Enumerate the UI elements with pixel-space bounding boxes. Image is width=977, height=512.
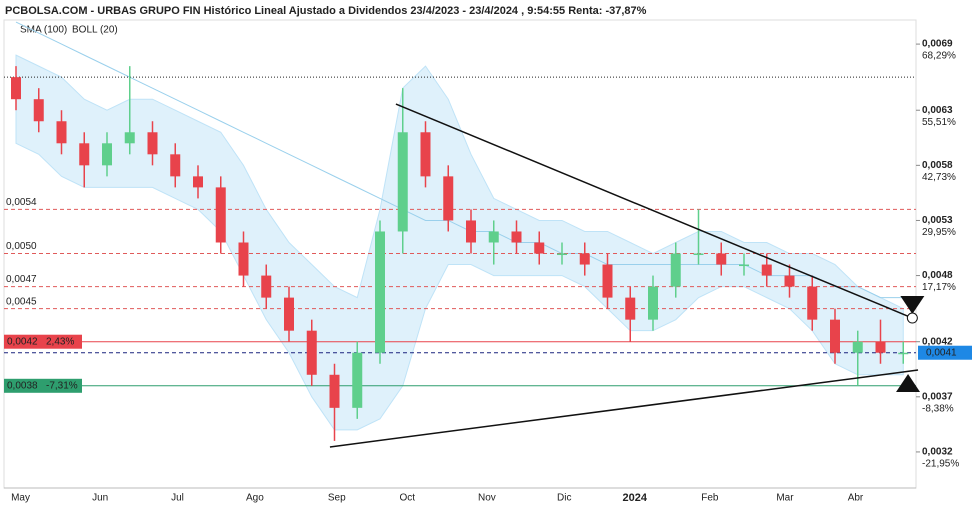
level-label: 0,0050 [6, 241, 37, 252]
y-tick-label: 0,0037 [922, 391, 953, 402]
candle-body [488, 231, 499, 243]
y-tick-label: 0,0053 [922, 215, 953, 226]
level-box [4, 378, 82, 393]
candle-body [898, 352, 909, 355]
y-tick-change: 68,29% [922, 51, 956, 62]
last-box [918, 345, 972, 360]
candle-body [739, 264, 749, 267]
candle-body [716, 253, 727, 265]
candle-body [375, 231, 385, 353]
candle-body [102, 143, 112, 166]
y-tick-label: 0,0042 [922, 336, 953, 347]
y-tick-label: 0,0058 [922, 160, 953, 171]
candle-body [397, 132, 408, 232]
candle-body [511, 231, 522, 243]
level-label: 0,0047 [6, 274, 37, 285]
x-tick-label: Sep [328, 493, 346, 504]
candle-body [852, 341, 863, 353]
legend-sma: SMA (100) [20, 25, 67, 36]
candle-body [215, 187, 226, 243]
candle-body [420, 132, 431, 177]
candle-body [784, 275, 795, 287]
level-label: 0,0054 [6, 197, 37, 208]
candle-body [238, 242, 249, 276]
candle-body [648, 286, 658, 320]
level-label: 0,0045 [6, 296, 37, 307]
candle-body [807, 286, 818, 320]
x-tick-label: Ago [246, 493, 264, 504]
candle-body [329, 374, 340, 408]
level-change: 2,43% [46, 336, 74, 347]
y-tick-change: 55,51% [922, 117, 956, 128]
y-tick-change: -8,38% [922, 403, 954, 414]
candle-body [557, 253, 567, 256]
trend-line [395, 103, 913, 319]
y-tick-change: 42,73% [922, 172, 956, 183]
x-tick-label: Oct [400, 493, 416, 504]
x-tick-label: May [11, 493, 30, 504]
candle-body [875, 341, 886, 353]
candle-body [670, 253, 681, 287]
legend-boll: BOLL (20) [72, 25, 118, 36]
level-label: 0,0042 [7, 336, 38, 347]
y-tick-label: 0,0048 [922, 270, 953, 281]
level-box [4, 334, 82, 349]
y-tick-label: 0,0069 [922, 39, 953, 50]
y-tick-change: 29,95% [922, 227, 956, 238]
chart-title: PCBOLSA.COM - URBAS GRUPO FIN Histórico … [5, 5, 647, 17]
candle-body [79, 143, 90, 166]
x-tick-label: Mar [776, 493, 794, 504]
trend-line [329, 369, 919, 448]
y-tick-change: -21,95% [922, 459, 959, 470]
candle-body [830, 319, 840, 353]
level-change: -7,31% [46, 380, 78, 391]
signal-point [906, 312, 918, 324]
x-tick-label: Jun [92, 493, 108, 504]
x-tick-label: Abr [848, 493, 864, 504]
signal-up [896, 374, 921, 393]
x-tick-label: 2024 [623, 492, 648, 504]
y-tick-label: 0,0032 [922, 447, 953, 458]
candle-body [306, 330, 317, 375]
candle-body [443, 176, 454, 221]
candle-body [625, 297, 636, 320]
candle-body [261, 275, 272, 298]
y-tick-change: 17,17% [922, 282, 956, 293]
candle-body [579, 253, 590, 265]
candle-body [352, 352, 363, 408]
candle-body [602, 264, 613, 298]
candle-body [124, 132, 135, 144]
bollinger-band [15, 54, 904, 431]
candle-body [147, 132, 158, 155]
level-label: 0,0038 [7, 380, 38, 391]
candle-body [193, 176, 203, 188]
x-tick-label: Nov [478, 493, 496, 504]
candle-body [693, 253, 704, 256]
candle-body [466, 220, 476, 243]
candle-body [284, 297, 294, 331]
candle-body [33, 99, 44, 122]
x-tick-label: Jul [171, 493, 184, 504]
candle-body [56, 121, 67, 144]
y-tick-label: 0,0063 [922, 105, 953, 116]
signal-down [900, 296, 925, 315]
x-tick-label: Dic [557, 493, 571, 504]
candle-body [170, 154, 181, 177]
last-label: 0,0041 [926, 347, 957, 358]
candle-body [11, 77, 21, 100]
candle-body [534, 242, 545, 254]
x-tick-label: Feb [701, 493, 719, 504]
candle-body [761, 264, 772, 276]
sma-line [15, 21, 904, 299]
